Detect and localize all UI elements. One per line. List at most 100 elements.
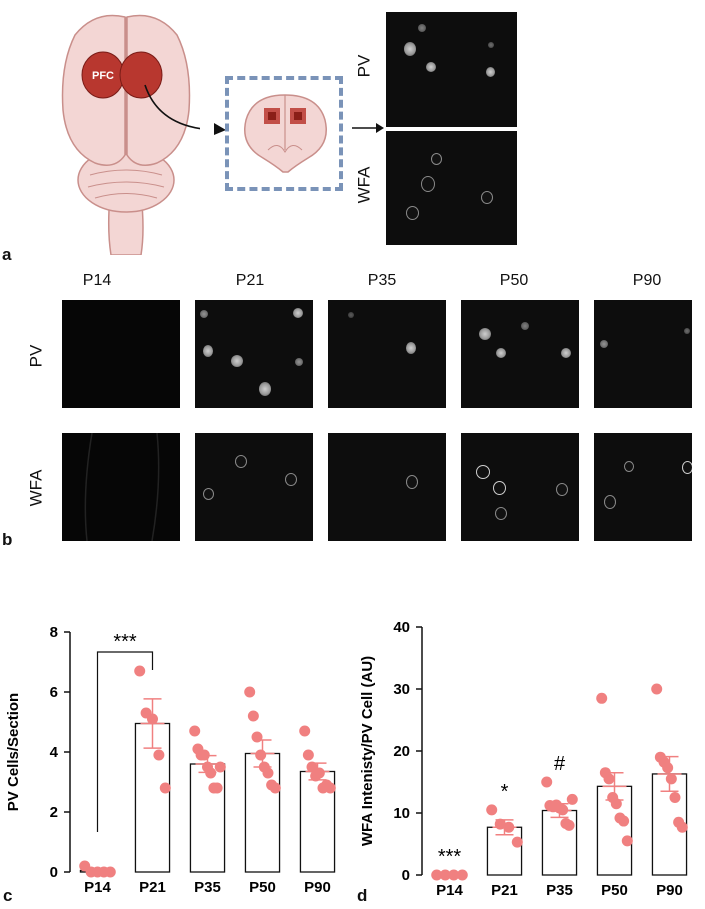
wfa-chart-data-point [431,869,443,881]
pv-chart-data-point [313,767,325,779]
wfa-micrograph-p90 [594,433,692,541]
pv-chart-data-point [214,761,226,773]
wfa-chart-data-point [618,815,630,827]
pv-chart-y-tick-label: 8 [50,624,58,641]
wfa-chart-x-tick-label: P21 [491,882,518,899]
wfa-chart-data-point [494,818,506,830]
pv-micrograph-p90 [594,300,692,408]
panel-a-letter: a [2,245,12,264]
wfa-chart-x-tick-label: P14 [436,882,463,899]
wfa-chart-data-point [621,835,633,847]
wfa-chart-data-point [486,804,498,816]
pv-chart-x-tick-label: P21 [139,879,166,896]
pv-chart-data-point [244,686,256,698]
wfa-chart-data-point [511,836,523,848]
wfa-chart-x-tick-label: P90 [656,882,683,899]
brain-illustration: PFC [61,14,200,255]
wfa-chart-data-point [563,819,575,831]
wfa-chart-data-point [610,798,622,810]
pv-chart-x-tick-label: P90 [304,879,331,896]
pv-chart-y-tick-label: 6 [50,684,58,701]
wfa-chart-data-point [669,792,681,803]
pv-chart-data-point [251,731,263,743]
pv-chart-data-point [147,713,158,725]
pv-chart-data-point [205,767,217,779]
pv-chart-data-point [269,782,281,794]
wfa-chart-x-tick-label: P50 [601,882,628,899]
wfa-chart-y-tick-label: 20 [393,743,410,760]
pv-chart-data-point [324,782,336,794]
pv-chart-data-point [198,749,210,761]
pv-micrograph-p21 [195,300,313,408]
age-label-p35: P35 [367,272,397,289]
pv-micrograph-p50 [461,300,579,408]
wfa-chart-data-point [651,683,663,695]
pv-chart-data-point [134,665,146,677]
wfa-chart-data-point [456,869,468,881]
wfa-chart-data-point [503,821,515,833]
pv-chart-y-tick-label: 2 [50,804,58,821]
wfa-chart-data-point [662,762,674,774]
pv-chart-data-point [211,782,223,794]
wfa-chart-y-axis-label: WFA Intenisty/PV Cell (AU) [359,656,376,846]
pv-chart-data-point [153,749,165,761]
pv-chart-data-point [247,710,259,722]
arrow-right-icon [352,123,384,133]
wfa-chart-y-tick-label: 10 [393,805,410,822]
wfa-chart-data-point [541,776,553,788]
pv-chart-significance-bracket [96,651,154,832]
wfa-chart-data-point [665,773,677,785]
pv-chart-y-axis-label: PV Cells/Section [5,693,22,811]
pv-chart-x-tick-label: P50 [249,879,276,896]
coronal-section-illustration [244,94,327,173]
panel-c-letter: c [3,886,13,905]
pv-chart-bar-p35 [189,763,226,873]
wfa-chart-significance-label: *** [438,846,462,868]
wfa-chart-data-point [557,804,569,816]
panel-b-letter: b [2,530,13,549]
wfa-chart-y-tick-label: 40 [393,619,410,636]
wfa-chart-y-tick-label: 0 [402,867,410,884]
wfa-micrograph-p35 [328,433,446,541]
age-label-p14: P14 [82,272,112,289]
wfa-chart-significance-label: * [501,781,509,803]
pv-chart-data-point [159,782,171,794]
pv-chart-data-point [189,725,201,737]
wfa-micrograph-p21 [195,433,313,541]
pv-chart-y-tick-label: 0 [50,864,58,881]
age-label-p21: P21 [235,272,265,289]
wfa-chart-data-point [603,773,615,785]
chart-pv-cells: 0 2 4 6 8 PV Cells/Section P14 P21 P35 P50 P90 *** [5,624,336,896]
pv-chart-x-tick-label: P35 [194,879,221,896]
chart-wfa-intensity: 0 10 20 30 40 WFA Intenisty/PV Cell (AU) P14 P2… [359,619,688,899]
wfa-micrograph-p50 [461,433,579,541]
wfa-micrograph-p14 [62,433,180,541]
coronal-section-box [225,76,343,191]
wfa-chart-y-tick-label: 30 [393,681,410,698]
wfa-chart-data-point [596,692,608,704]
wfa-chart-data-point [439,869,451,881]
panel-d-letter: d [357,886,368,905]
panel-a-pv-micrograph [386,12,517,127]
wfa-chart-x-tick-label: P35 [546,882,573,899]
pv-chart-x-tick-label: P14 [84,879,111,896]
panel-a-wfa-micrograph [386,131,517,245]
pv-chart-data-point [302,749,314,761]
wfa-chart-data-point [566,793,578,805]
pv-chart-y-tick-label: 4 [50,744,59,761]
pv-chart-data-point [299,725,311,737]
pv-chart-significance-label: *** [113,631,137,653]
pv-chart-data-point [104,866,116,878]
wfa-chart-bar-p35 [541,809,578,876]
panel-a-pv-label: PV [354,54,374,78]
age-label-p90: P90 [632,272,662,289]
pv-micrograph-p35 [328,300,446,408]
pfc-label: PFC [92,70,114,82]
pv-chart-data-point [262,767,274,779]
panel-b-wfa-label: WFA [26,469,46,507]
wfa-chart-data-point [448,869,460,881]
panel-b-pv-label: PV [26,344,46,368]
wfa-chart-significance-label: # [554,753,566,775]
pv-chart-data-point [306,761,318,773]
arrow-head-icon [214,123,226,135]
